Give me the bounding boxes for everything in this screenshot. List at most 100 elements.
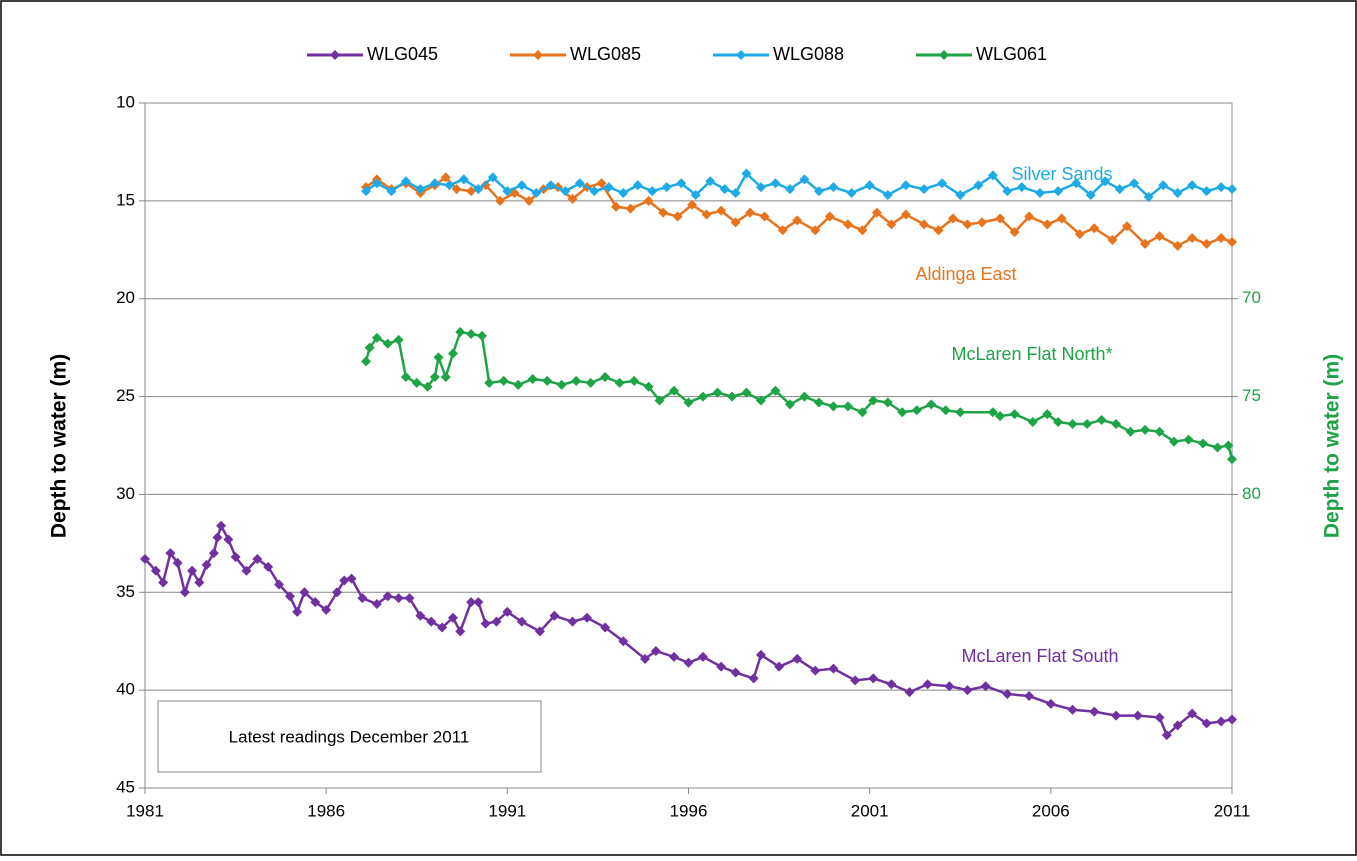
data-point [433,352,444,363]
data-point [774,661,785,672]
data-point [567,193,578,204]
data-point [549,610,560,621]
data-point [361,186,372,197]
x-tick-label: 2011 [1214,801,1251,820]
data-point [618,636,629,647]
data-point [647,186,658,197]
data-point [911,405,922,416]
data-point [755,182,766,193]
data-point [1140,238,1151,249]
data-point [495,195,506,206]
data-point [987,170,998,181]
data-point [284,591,295,602]
legend-label: WLG085 [570,44,641,64]
data-point [1227,454,1237,465]
data-point [476,330,487,341]
data-point [1067,704,1078,715]
data-point [697,651,708,662]
data-point [455,326,466,337]
data-point [654,395,665,406]
data-point [730,188,741,199]
data-point [415,610,426,621]
data-point [422,381,433,392]
data-point [600,622,611,633]
data-point [371,332,382,343]
data-point [382,338,393,349]
x-tick-label: 1981 [126,801,164,820]
data-point [611,201,622,212]
y2-axis-title: Depth to water (m) [1321,354,1344,538]
data-point [404,593,415,604]
y2-tick-label: 80 [1242,484,1261,503]
data-point [1045,698,1056,709]
data-point [1216,716,1227,727]
annotation: McLaren Flat North* [951,344,1112,364]
data-point [150,565,161,576]
data-point [1053,417,1064,428]
data-point [987,407,998,418]
data-point [531,188,542,199]
data-point [513,379,524,390]
data-point [1172,240,1183,251]
data-point [810,665,821,676]
data-point [1227,184,1237,195]
data-point [900,209,911,220]
data-point [393,334,404,345]
data-point [447,348,458,359]
data-point [886,679,897,690]
data-point [1089,223,1100,234]
data-point [1161,730,1172,741]
data-point [1187,708,1198,719]
data-point [466,597,477,608]
data-point [429,178,440,189]
data-point [1158,180,1169,191]
note-box [157,700,542,773]
data-point [672,211,683,222]
data-point [676,178,687,189]
y-tick-label: 40 [116,680,135,699]
data-point [524,195,535,206]
data-point [339,575,350,586]
data-point [868,395,879,406]
data-point [1125,426,1136,437]
x-tick-label: 2001 [851,801,889,820]
data-point [589,186,600,197]
data-point [1111,710,1122,721]
data-point [864,180,875,191]
data-point [451,184,462,195]
data-point [900,180,911,191]
data-point [962,685,973,696]
data-point [1172,720,1183,731]
data-point [1053,186,1064,197]
data-point [542,375,553,386]
data-point [922,679,933,690]
data-point [371,178,382,189]
data-point [473,597,484,608]
data-point [1121,221,1132,232]
data-point [223,534,234,545]
data-point [346,573,357,584]
data-point [574,178,585,189]
legend-marker [533,50,543,60]
data-point [614,377,625,388]
data-point [179,587,190,598]
data-point [886,219,897,230]
y-tick-label: 45 [116,777,135,796]
legend-label: WLG045 [367,44,438,64]
data-point [716,205,727,216]
data-point [603,182,614,193]
legend-label: WLG061 [976,44,1047,64]
data-point [400,372,411,382]
data-point [842,219,853,230]
data-point [730,667,741,678]
data-point [882,397,893,408]
data-point [824,211,835,222]
data-point [386,186,397,197]
data-point [332,587,343,598]
data-point [944,681,955,692]
data-point [897,407,908,418]
data-point [842,401,853,412]
data-point [455,626,466,637]
data-point [466,186,477,197]
